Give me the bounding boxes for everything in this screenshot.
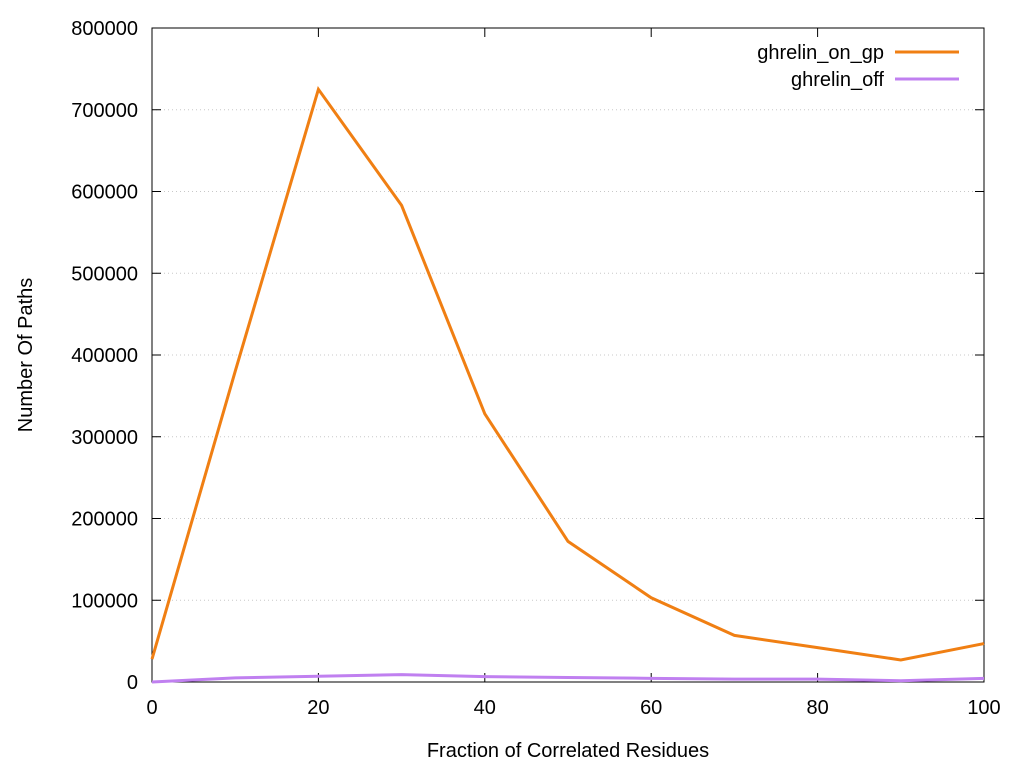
x-tick-label: 20: [307, 697, 329, 719]
x-axis-title: Fraction of Correlated Residues: [427, 740, 709, 762]
legend: ghrelin_on_gp ghrelin_off: [757, 42, 959, 91]
y-tick-label: 300000: [71, 427, 138, 449]
y-tick-label: 200000: [71, 509, 138, 531]
grid-lines: [152, 109, 984, 601]
x-tick-label: 0: [146, 697, 157, 719]
series-line-ghrelin_on_gp: [150, 85, 985, 662]
x-tick-label: 40: [474, 697, 496, 719]
y-tick-label: 500000: [71, 263, 138, 285]
x-tick-label: 60: [640, 697, 662, 719]
y-tick-label: 0: [127, 672, 138, 694]
x-tick-label: 100: [967, 697, 1000, 719]
legend-label: ghrelin_on_gp: [757, 42, 884, 64]
axis-ticks: 0 100000 200000 300000 400000 500000 600000 700…: [71, 18, 1000, 719]
y-tick-label: 700000: [71, 100, 138, 122]
y-tick-label: 400000: [71, 345, 138, 367]
y-tick-label: 600000: [71, 182, 138, 204]
legend-label: ghrelin_off: [791, 69, 884, 91]
y-tick-label: 800000: [71, 18, 138, 40]
x-tick-label: 80: [806, 697, 828, 719]
series-line-ghrelin_off: [151, 673, 985, 684]
y-tick-label: 100000: [71, 590, 138, 612]
series-lines: [150, 85, 985, 684]
y-axis-title: Number Of Paths: [15, 278, 37, 433]
